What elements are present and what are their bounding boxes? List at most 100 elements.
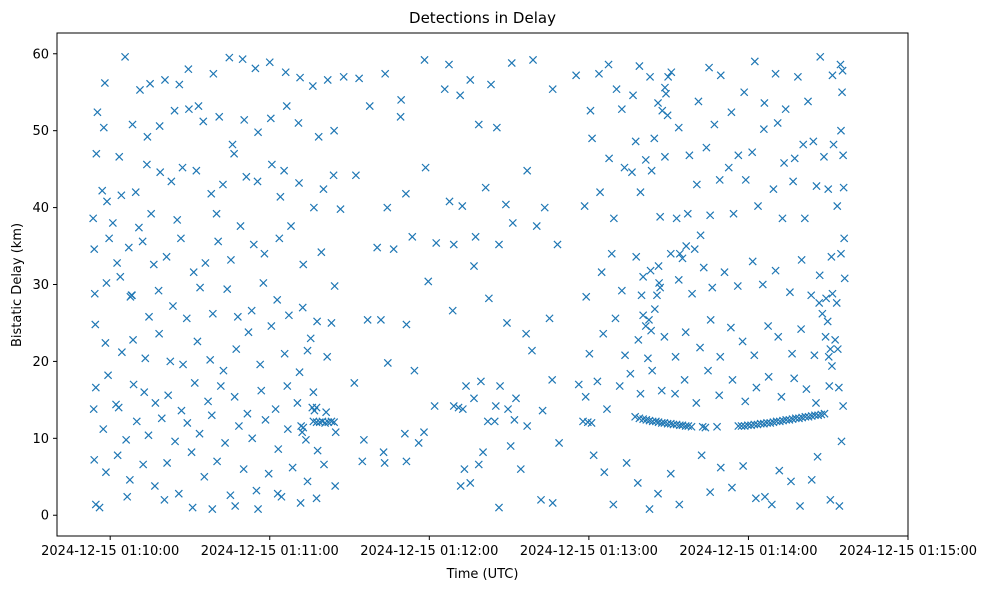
data-point-marker [155, 329, 164, 338]
data-point-marker [696, 231, 705, 240]
data-point-marker [580, 202, 589, 211]
data-point-marker [593, 377, 602, 386]
data-point-marker [529, 55, 538, 64]
data-point-marker [633, 478, 642, 487]
data-point-marker [314, 132, 323, 141]
data-point-marker [675, 500, 684, 509]
data-point-marker [466, 75, 475, 84]
data-point-marker [706, 315, 715, 324]
data-point-marker [200, 472, 209, 481]
data-point-marker [589, 451, 598, 460]
data-point-marker [631, 412, 640, 421]
x-tick-label: 2024-12-15 01:13:00 [520, 544, 658, 559]
data-point-marker [380, 458, 389, 467]
data-point-marker [657, 386, 666, 395]
y-tick-label: 40 [32, 201, 49, 216]
data-point-marker [207, 411, 216, 420]
data-point-marker [574, 380, 583, 389]
data-point-marker [835, 501, 844, 511]
data-point-marker [510, 415, 519, 424]
data-point-marker [143, 132, 152, 141]
data-point-marker [312, 403, 321, 412]
data-point-marker [313, 446, 322, 455]
data-point-marker [656, 212, 665, 221]
data-point-marker [206, 355, 215, 364]
data-point-marker [195, 429, 204, 438]
data-point-marker [767, 500, 776, 509]
data-point-marker [330, 418, 339, 427]
axes-layer: 2024-12-15 01:10:00 2024-12-15 01:11:00 20… [32, 47, 977, 559]
data-point-marker [323, 75, 332, 84]
data-point-marker [275, 234, 284, 243]
data-point-marker [365, 102, 374, 111]
data-point-marker [631, 137, 640, 146]
data-point-marker [594, 69, 604, 78]
data-point-marker [298, 428, 307, 437]
data-point-marker [230, 392, 239, 401]
data-point-marker [147, 209, 156, 218]
data-point-marker [696, 343, 705, 352]
data-point-marker [282, 102, 291, 111]
data-point-marker [523, 421, 532, 431]
data-point-marker [769, 185, 778, 194]
data-point-marker [273, 489, 282, 498]
data-point-marker [102, 278, 111, 287]
data-point-marker [822, 294, 831, 303]
data-point-marker [789, 177, 798, 186]
data-point-marker [312, 494, 321, 503]
data-point-marker [474, 460, 483, 469]
data-point-marker [456, 481, 465, 491]
data-point-marker [90, 289, 99, 298]
data-point-marker [218, 180, 227, 189]
data-point-marker [823, 317, 832, 326]
data-point-marker [376, 315, 385, 324]
data-point-marker [192, 166, 201, 175]
x-tick-label: 2024-12-15 01:14:00 [679, 544, 817, 559]
data-point-marker [296, 498, 305, 507]
data-point-marker [128, 120, 137, 129]
data-point-marker [174, 489, 183, 498]
data-point-marker [710, 120, 719, 129]
data-point-marker [836, 126, 846, 135]
data-point-marker [225, 53, 234, 62]
data-point-marker [702, 143, 711, 152]
data-point-marker [839, 401, 848, 411]
data-point-marker [123, 492, 132, 501]
data-point-marker [266, 114, 275, 123]
data-point-marker [95, 503, 104, 512]
data-point-marker [104, 371, 113, 380]
data-point-marker [89, 214, 98, 223]
data-point-marker [419, 428, 429, 437]
data-point-marker [177, 406, 186, 415]
data-point-marker [764, 372, 773, 381]
data-point-marker [208, 309, 217, 318]
data-point-marker [238, 55, 247, 64]
data-point-marker [836, 249, 846, 258]
chart-title: Detections in Delay [409, 9, 556, 27]
data-point-marker [474, 120, 483, 129]
data-point-marker [309, 203, 318, 212]
data-point-marker [536, 495, 546, 504]
data-point-marker [267, 160, 276, 169]
data-point-marker [215, 112, 224, 121]
data-point-marker [824, 185, 833, 194]
data-point-marker [319, 185, 328, 194]
data-point-marker [139, 460, 148, 469]
data-point-marker [820, 409, 829, 418]
data-point-marker [553, 240, 562, 249]
data-point-marker [297, 421, 306, 431]
data-point-marker [479, 448, 488, 457]
data-point-marker [339, 72, 348, 81]
data-point-marker [836, 60, 845, 69]
data-point-marker [308, 82, 317, 91]
data-point-marker [596, 188, 605, 197]
data-point-marker [125, 475, 134, 484]
data-point-marker [641, 155, 650, 164]
data-point-marker [184, 105, 193, 114]
data-point-marker [636, 188, 645, 197]
data-point-marker [490, 417, 499, 426]
data-point-marker [609, 500, 618, 509]
data-point-marker [572, 71, 581, 80]
data-point-marker [317, 248, 326, 257]
